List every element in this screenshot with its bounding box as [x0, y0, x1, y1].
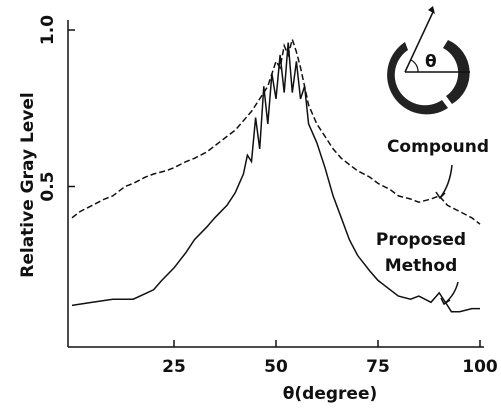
- annotation-arrow: [439, 164, 453, 199]
- arrowhead: [440, 297, 451, 306]
- inset-diagram: θ: [387, 6, 470, 115]
- arrowhead: [435, 191, 446, 200]
- x-tick-label: 25: [162, 357, 186, 377]
- x-tick-label: 75: [366, 357, 390, 377]
- y-axis-label: Relative Gray Level: [18, 92, 38, 278]
- y-tick-label: 1.0: [38, 15, 58, 45]
- annotation: Compound: [387, 137, 489, 157]
- series-line: [71, 42, 480, 313]
- x-tick-label: 50: [264, 357, 288, 377]
- y-tick-label: 0.5: [38, 171, 58, 201]
- inset-label: θ: [425, 52, 437, 72]
- annotation-arrow: [443, 281, 459, 305]
- x-axis-label: θ(degree): [283, 384, 378, 404]
- annotation: Proposed: [376, 230, 466, 250]
- annotation: Method: [385, 256, 458, 276]
- series-line: [71, 36, 481, 225]
- x-tick-label: 100: [462, 357, 498, 377]
